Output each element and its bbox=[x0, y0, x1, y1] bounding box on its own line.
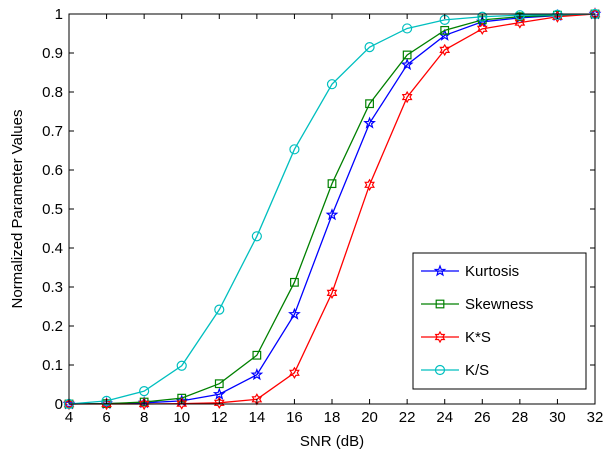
data-point-k-s bbox=[176, 360, 187, 371]
x-tick-label: 8 bbox=[140, 409, 148, 426]
data-point-k-s bbox=[326, 79, 338, 90]
data-point-k-s bbox=[139, 386, 150, 397]
x-tick-label: 24 bbox=[436, 409, 453, 426]
data-point-kurtosis bbox=[325, 208, 339, 221]
data-point-skewness bbox=[252, 350, 262, 360]
y-tick-label: 0.5 bbox=[42, 201, 63, 218]
data-point-k-s bbox=[138, 397, 150, 411]
x-tick-label: 28 bbox=[512, 409, 529, 426]
data-point-kurtosis bbox=[400, 57, 414, 71]
x-tick-label: 4 bbox=[65, 409, 73, 426]
data-point-kurtosis bbox=[212, 387, 226, 400]
data-point-kurtosis bbox=[288, 307, 301, 320]
data-point-skewness bbox=[290, 277, 299, 287]
legend-marker-k-s bbox=[434, 330, 446, 344]
y-tick-label: 0.7 bbox=[42, 123, 63, 140]
data-point-k-s bbox=[364, 42, 375, 53]
legend-marker-skewness bbox=[435, 299, 445, 309]
y-tick-label: 0 bbox=[55, 396, 63, 413]
data-point-k-s bbox=[213, 396, 225, 410]
legend-label-kurtosis: Kurtosis bbox=[465, 263, 519, 280]
data-point-kurtosis bbox=[250, 368, 264, 381]
x-tick-label: 16 bbox=[286, 409, 303, 426]
y-axis-title: Normalized Parameter Values bbox=[9, 110, 26, 309]
data-point-skewness bbox=[402, 50, 412, 60]
y-tick-label: 0.1 bbox=[42, 357, 63, 374]
data-point-k-s bbox=[176, 397, 188, 410]
x-tick-label: 18 bbox=[324, 409, 341, 426]
data-point-k-s bbox=[477, 11, 488, 22]
legend-marker-kurtosis bbox=[433, 264, 447, 277]
series-line-skewness bbox=[68, 13, 596, 405]
data-point-skewness bbox=[365, 99, 374, 109]
data-point-k-s bbox=[289, 366, 300, 379]
x-tick-label: 26 bbox=[474, 409, 491, 426]
y-tick-label: 1 bbox=[55, 6, 63, 23]
y-tick-label: 0.4 bbox=[42, 240, 63, 257]
legend-label-k-s: K*S bbox=[465, 329, 491, 346]
legend-item-kurtosis: Kurtosis bbox=[421, 263, 519, 280]
data-point-skewness bbox=[214, 379, 224, 389]
y-tick-label: 0.9 bbox=[42, 45, 63, 62]
data-point-k-s bbox=[514, 16, 526, 29]
legend-label-skewness: Skewness bbox=[465, 296, 533, 313]
data-point-k-s bbox=[214, 304, 225, 315]
series-line-k-s bbox=[68, 13, 596, 405]
data-point-k-s bbox=[514, 10, 525, 21]
legend-label-k-s: K/S bbox=[465, 362, 489, 379]
x-tick-label: 12 bbox=[211, 409, 228, 426]
y-tick-label: 0.8 bbox=[42, 84, 63, 101]
x-tick-label: 32 bbox=[587, 409, 604, 426]
legend-item-k-s: K/S bbox=[421, 362, 489, 379]
data-point-k-s bbox=[402, 23, 413, 34]
data-point-k-s bbox=[251, 231, 262, 242]
data-point-skewness bbox=[327, 179, 337, 189]
y-tick-label: 0.3 bbox=[42, 279, 63, 296]
data-point-k-s bbox=[439, 43, 451, 57]
x-tick-label: 6 bbox=[102, 409, 110, 426]
legend-item-skewness: Skewness bbox=[421, 296, 533, 313]
x-tick-label: 14 bbox=[249, 409, 266, 426]
x-tick-label: 22 bbox=[399, 409, 416, 426]
series-line-kurtosis bbox=[68, 13, 596, 405]
x-tick-label: 20 bbox=[361, 409, 378, 426]
legend-marker-k-s bbox=[434, 364, 446, 376]
data-point-k-s bbox=[476, 22, 488, 36]
legend-item-k-s: K*S bbox=[421, 329, 491, 346]
data-point-k-s bbox=[401, 90, 413, 104]
x-tick-label: 10 bbox=[173, 409, 190, 426]
x-tick-label: 30 bbox=[549, 409, 566, 426]
data-point-kurtosis bbox=[363, 116, 376, 129]
data-point-k-s bbox=[326, 286, 338, 300]
data-point-k-s bbox=[364, 178, 375, 192]
data-point-k-s bbox=[552, 9, 563, 20]
data-point-skewness bbox=[440, 25, 450, 35]
y-tick-label: 0.6 bbox=[42, 162, 63, 179]
data-point-k-s bbox=[289, 144, 300, 155]
x-axis-title: SNR (dB) bbox=[300, 433, 364, 450]
y-tick-label: 0.2 bbox=[42, 318, 63, 335]
data-point-k-s bbox=[101, 395, 112, 406]
